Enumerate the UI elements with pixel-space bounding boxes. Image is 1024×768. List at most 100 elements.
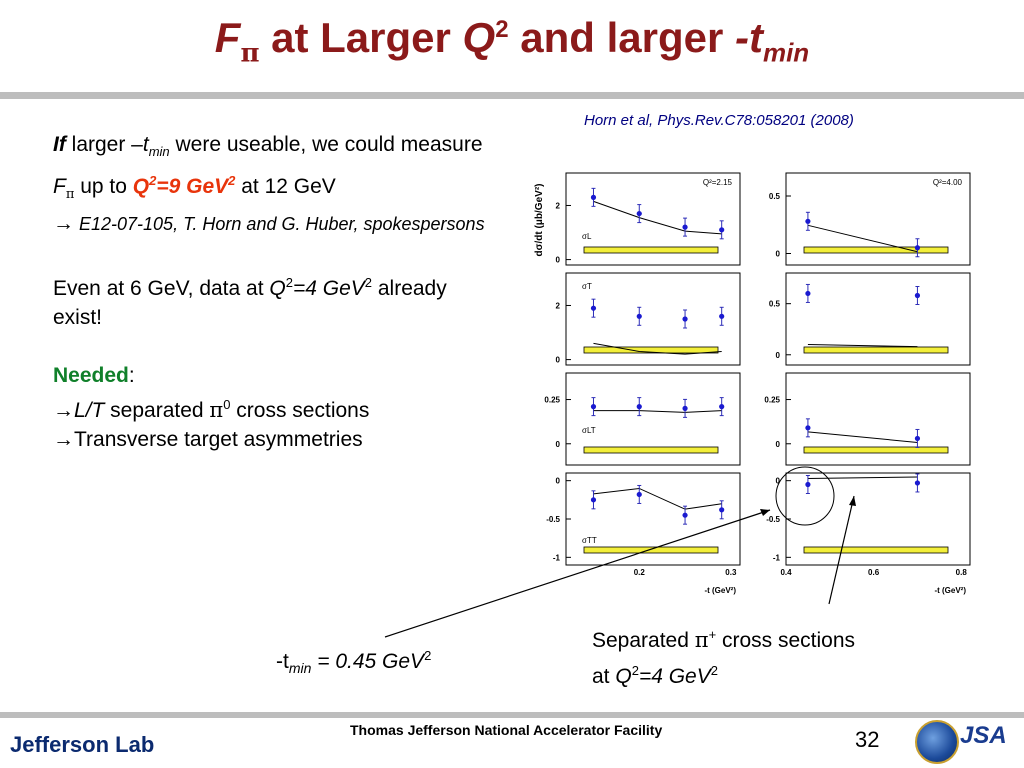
y-tick-label: 0 <box>776 351 781 360</box>
data-point <box>590 305 597 311</box>
arrow-icon: → <box>53 212 74 236</box>
systematic-band <box>803 346 949 354</box>
y-tick-label: 2 <box>556 301 561 310</box>
y-tick-label: 0.25 <box>764 396 780 405</box>
data-point <box>914 292 921 299</box>
x-tick-label: 0.3 <box>725 568 737 577</box>
y-tick-label: 0.5 <box>769 300 781 309</box>
slide-title: Fπ at Larger Q2 and larger -tmin <box>0 14 1024 68</box>
data-point <box>636 313 642 319</box>
panel-frame <box>565 272 741 366</box>
y-tick-label: 2 <box>556 201 561 210</box>
jefferson-lab-logo: Jefferson Lab <box>10 732 155 757</box>
data-point <box>914 245 921 251</box>
q2-label: Q²=4.00 <box>933 178 963 187</box>
data-point <box>590 404 597 410</box>
title-t: -t <box>734 14 763 61</box>
sigma-label: σLT <box>582 426 596 435</box>
sigma-label: σL <box>582 232 592 241</box>
pointer-line-separated <box>828 495 855 605</box>
theory-curve <box>593 342 722 355</box>
systematic-band <box>803 446 949 454</box>
y-tick-label: -1 <box>553 553 561 562</box>
systematic-band <box>583 546 719 554</box>
data-point <box>590 497 597 503</box>
title-text-2: and larger <box>508 14 735 61</box>
data-point <box>682 512 688 518</box>
highlight-circle <box>775 466 835 526</box>
paragraph-1: If larger –tmin were useable, we could m… <box>53 133 485 236</box>
data-point <box>590 194 597 200</box>
systematic-band <box>583 346 719 354</box>
data-point <box>805 481 811 488</box>
data-point <box>719 313 725 319</box>
arrow-icon: → <box>53 428 74 452</box>
y-tick-label: -1 <box>773 553 781 562</box>
data-point <box>914 480 921 486</box>
y-tick-label: -0.5 <box>546 515 560 524</box>
panel-frame <box>785 372 971 466</box>
y-tick-label: 0 <box>776 440 781 449</box>
data-point <box>636 491 642 498</box>
theory-curve <box>807 224 918 253</box>
pointer-line-tmin <box>384 509 771 638</box>
theory-curve <box>807 476 918 479</box>
y-tick-label: 0 <box>776 477 781 486</box>
data-point <box>805 290 811 297</box>
data-point <box>719 507 725 513</box>
paragraph-2: Even at 6 GeV, data at Q2=4 GeV2 already… <box>53 275 447 330</box>
x-axis-label: -t (GeV²) <box>704 586 736 595</box>
sigma-label: σTT <box>582 536 597 545</box>
title-f: F <box>214 14 241 61</box>
title-t-sub: min <box>762 37 810 68</box>
theory-curve <box>807 431 918 443</box>
panel-frame <box>565 372 741 466</box>
data-point <box>682 316 688 322</box>
body-text: If larger –tmin were useable, we could m… <box>53 130 493 454</box>
y-tick-label: 0 <box>776 250 781 259</box>
panel-frame <box>565 172 741 266</box>
theory-curve <box>593 410 722 413</box>
x-tick-label: 0.4 <box>780 568 792 577</box>
arrowhead <box>760 509 770 516</box>
y-tick-label: 0 <box>556 256 561 265</box>
paragraph-3: Needed: →L/T separated π0 cross sections… <box>53 364 370 452</box>
y-tick-label: 0 <box>556 440 561 449</box>
systematic-band <box>583 446 719 454</box>
page-number: 32 <box>855 727 880 752</box>
title-rule <box>0 92 1024 99</box>
y-tick-label: 0.5 <box>769 192 781 201</box>
arrowhead <box>849 496 856 506</box>
data-point <box>719 227 725 233</box>
title-q: Q <box>462 14 496 61</box>
data-point <box>914 435 921 442</box>
tmin-note: -tmin = 0.45 GeV2 <box>276 648 432 677</box>
title-q-sup: 2 <box>495 16 509 43</box>
theory-curve <box>593 487 722 510</box>
footer-rule <box>0 712 1024 718</box>
y-axis-label: dσ/dt (μb/GeV²) <box>534 184 545 257</box>
y-tick-label: -0.5 <box>766 515 780 524</box>
systematic-band <box>803 246 949 254</box>
theory-curve <box>807 344 918 348</box>
data-point <box>719 404 725 410</box>
panel-frame <box>785 172 971 266</box>
y-tick-label: 0 <box>556 477 561 486</box>
jsa-logo: JSA <box>960 722 1007 749</box>
footer-facility: Thomas Jefferson National Accelerator Fa… <box>350 722 663 738</box>
data-point <box>805 218 811 224</box>
data-point <box>682 224 688 230</box>
x-tick-label: 0.6 <box>868 568 880 577</box>
citation: Horn et al, Phys.Rev.C78:058201 (2008) <box>584 112 854 129</box>
data-point <box>636 404 642 410</box>
data-point <box>636 210 642 217</box>
systematic-band <box>583 246 719 254</box>
data-point <box>682 405 688 411</box>
y-tick-label: 0 <box>556 356 561 365</box>
title-pi: π <box>240 38 260 69</box>
arrow-icon: → <box>53 399 74 423</box>
y-tick-label: 0.25 <box>544 396 560 405</box>
cross-section-figure: dσ/dt (μb/GeV²) 2 0 σL Q²=2.15 2 0 σT 0.25 0 σLT 0 -… <box>534 172 971 595</box>
panel-frame <box>785 272 971 366</box>
